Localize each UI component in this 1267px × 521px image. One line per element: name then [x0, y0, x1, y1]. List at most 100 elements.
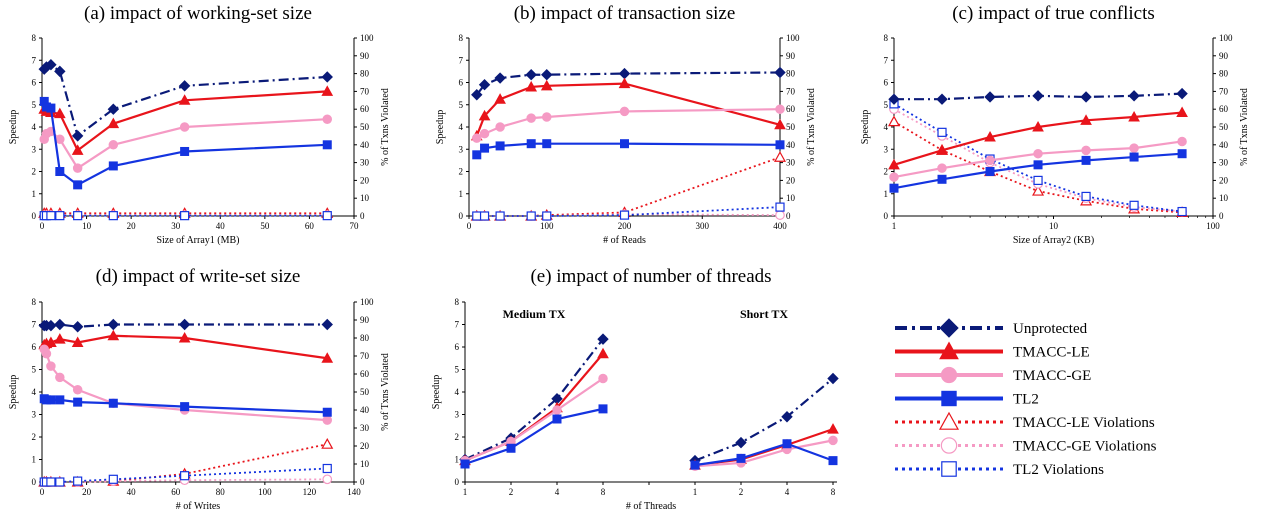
y2-tick-label: 0 — [786, 211, 791, 221]
series-tl2 — [690, 439, 838, 470]
data-point — [774, 66, 786, 79]
series-line — [464, 407, 604, 466]
data-point — [888, 158, 900, 170]
data-point — [322, 114, 333, 124]
y2-tick-label: 80 — [1219, 69, 1229, 79]
x-tick-label: 20 — [82, 487, 92, 497]
legend-label: TL2 — [1013, 392, 1039, 408]
panel-title: (d) impact of write-set size — [96, 266, 301, 287]
y-tick-label: 3 — [459, 144, 464, 154]
y-tick-label: 8 — [459, 33, 464, 43]
data-point — [526, 211, 536, 221]
y-tick-label: 5 — [455, 365, 460, 375]
series-line — [694, 377, 834, 462]
data-point — [71, 336, 84, 347]
series-unprotected — [38, 58, 333, 142]
series-line — [464, 338, 604, 461]
data-point — [321, 352, 334, 363]
data-point — [1176, 87, 1188, 100]
data-point — [472, 150, 482, 160]
legend: Unprotected TMACC-LE TMACC-GE TL2 TMACC-LE V… — [895, 318, 1157, 478]
data-point — [107, 329, 120, 341]
data-point — [71, 144, 84, 155]
y2-tick-label: 70 — [786, 86, 796, 96]
y2-tick-label: 40 — [786, 140, 796, 150]
x-tick-label: 300 — [696, 221, 710, 231]
y-tick-label: 0 — [884, 211, 889, 221]
data-point — [937, 163, 947, 173]
series-tl2-violations — [39, 463, 332, 487]
x-tick-label: 30 — [171, 221, 181, 231]
data-point — [46, 361, 56, 371]
group-label: Medium TX — [503, 307, 566, 321]
legend-marker — [940, 437, 958, 454]
y2-tick-label: 80 — [786, 69, 796, 79]
y2-tick-label: 50 — [1219, 122, 1229, 132]
y-tick-label: 1 — [32, 455, 37, 465]
y2-tick-label: 90 — [360, 315, 370, 325]
data-point — [45, 319, 57, 332]
y2-tick-label: 0 — [360, 211, 365, 221]
y2-tick-label: 10 — [1219, 193, 1229, 203]
data-point — [45, 58, 57, 71]
data-point — [54, 318, 66, 331]
y-tick-label: 4 — [32, 122, 37, 132]
x-tick-label: 70 — [350, 221, 360, 231]
data-point — [775, 104, 785, 114]
data-point — [937, 127, 947, 137]
legend-entry-tl2-violations: TL2 Violations — [895, 461, 1104, 478]
data-point — [1033, 160, 1043, 170]
panel-title: (a) impact of working-set size — [84, 3, 312, 24]
data-point — [690, 460, 700, 470]
data-point — [1033, 148, 1043, 159]
series-line — [893, 140, 1183, 179]
data-point — [1081, 191, 1091, 202]
data-point — [542, 139, 552, 149]
data-point — [775, 140, 785, 150]
y2-tick-label: 10 — [360, 193, 370, 203]
data-point — [1128, 110, 1140, 122]
data-point — [597, 333, 609, 345]
data-point — [55, 134, 65, 144]
data-point — [107, 117, 120, 129]
y2-axis-label: % of Txns Violated — [1239, 88, 1250, 166]
y2-tick-label: 50 — [360, 122, 370, 132]
legend-label: TMACC-LE — [1013, 345, 1090, 361]
x-tick-label: 4 — [555, 487, 560, 497]
y-tick-label: 8 — [32, 297, 37, 307]
data-point — [180, 211, 190, 221]
x-tick-label: 60 — [171, 487, 181, 497]
x-tick-label: 60 — [305, 221, 315, 231]
data-point — [73, 180, 83, 190]
data-point — [460, 459, 470, 469]
y-tick-label: 5 — [459, 100, 464, 110]
data-point — [618, 67, 631, 80]
data-point — [72, 163, 83, 173]
data-point — [45, 336, 57, 347]
series-tmacc-ge — [39, 344, 333, 425]
y2-tick-label: 60 — [786, 104, 796, 114]
x-tick-label: 50 — [260, 221, 270, 231]
y-axis-label: Speedup — [431, 375, 442, 409]
legend-entry-unprotected: Unprotected — [895, 318, 1088, 338]
data-point — [526, 139, 536, 149]
data-point — [472, 211, 482, 221]
y-tick-label: 4 — [32, 387, 37, 397]
x-tick-label: 2 — [739, 487, 744, 497]
y-axis-label: Speedup — [435, 110, 446, 144]
data-point — [322, 140, 332, 150]
data-point — [55, 477, 65, 487]
y2-tick-label: 20 — [786, 175, 796, 185]
chart-panel-2: (b) impact of transaction size 0 1 2 3 4 5 6 7 8 S… — [435, 3, 817, 246]
y-tick-label: 6 — [884, 78, 889, 88]
series-tmacc-le — [459, 347, 609, 466]
data-point — [178, 318, 191, 331]
data-point — [781, 411, 793, 423]
data-point — [1080, 91, 1092, 103]
series-tmacc-ge — [889, 136, 1187, 182]
y2-tick-label: 70 — [360, 351, 370, 361]
data-point — [552, 405, 562, 415]
chart-panel-4: (d) impact of write-set size 0 1 2 3 4 5 6 7 8 Spe… — [8, 266, 391, 512]
legend-marker — [941, 461, 957, 477]
y-tick-label: 2 — [884, 167, 889, 177]
